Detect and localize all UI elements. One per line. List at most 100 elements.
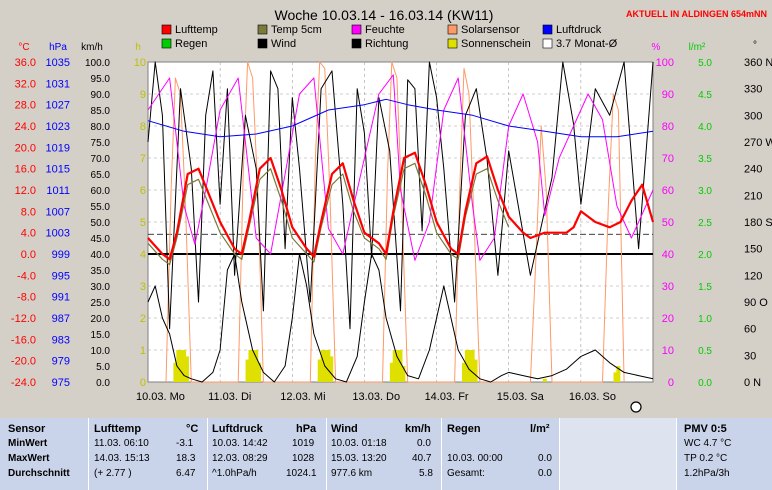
avg-wind-value: 5.8 xyxy=(419,468,433,479)
x-label: 16.03. So xyxy=(569,391,616,403)
sunshine-bar xyxy=(179,350,184,382)
axis-tick-pressure: 987 xyxy=(52,313,70,325)
axis-tick-wind_speed: 75.0 xyxy=(91,138,111,149)
axis-tick-wind_speed: 85.0 xyxy=(91,106,111,117)
x-label: 11.03. Di xyxy=(208,391,251,403)
axis-tick-humidity: 20 xyxy=(662,313,674,325)
axis-tick-sun_hours: 10 xyxy=(134,57,146,69)
sunshine-bar xyxy=(251,350,256,382)
unit-wind: km/h xyxy=(81,42,103,53)
min-pressure-value: 1019 xyxy=(292,438,315,449)
axis-tick-pressure: 1027 xyxy=(46,100,70,112)
axis-tick-rain: 1.5 xyxy=(698,282,712,293)
axis-tick-wind_speed: 5.0 xyxy=(96,362,110,373)
unit-temp: °C xyxy=(18,42,29,53)
axis-tick-temp: 32.0 xyxy=(15,78,36,90)
panel-pmv xyxy=(676,418,772,490)
legend-swatch xyxy=(351,38,362,49)
axis-tick-direction: 120 xyxy=(744,270,762,282)
axis-tick-rain: 4.0 xyxy=(698,122,712,133)
axis-tick-humidity: 90 xyxy=(662,89,674,101)
axis-tick-wind_speed: 30.0 xyxy=(91,282,111,293)
axis-tick-wind_speed: 95.0 xyxy=(91,74,111,85)
row-label-avg: Durchschnitt xyxy=(8,468,70,479)
axis-tick-direction: 330 xyxy=(744,84,762,96)
legend-label: Lufttemp xyxy=(175,24,218,36)
axis-tick-wind_speed: 60.0 xyxy=(91,186,111,197)
axis-tick-temp: 28.0 xyxy=(15,100,36,112)
axis-tick-rain: 0.5 xyxy=(698,346,712,357)
axis-tick-rain: 3.5 xyxy=(698,154,712,165)
axis-tick-temp: 24.0 xyxy=(15,121,36,133)
legend: Lufttemp Temp 5cm Feuchte Solarsensor Luftdr… xyxy=(161,24,618,50)
rain-total-label: Gesamt: xyxy=(447,468,485,479)
sunshine-bar xyxy=(398,350,403,382)
panel-wind xyxy=(326,418,441,490)
sunshine-bar xyxy=(613,372,618,382)
axis-tick-temp: 20.0 xyxy=(15,142,36,154)
x-axis-labels: 10.03. Mo 11.03. Di 12.03. Mi 13.03. Do 14.0… xyxy=(136,391,616,403)
current-time-marker xyxy=(630,401,642,413)
statistics-table: Sensor Lufttemp °C Luftdruck hPa Wind km… xyxy=(0,418,772,490)
legend-label: Wind xyxy=(271,38,296,50)
axis-tick-sun_hours: 4 xyxy=(140,249,146,261)
axis-tick-pressure: 975 xyxy=(52,377,70,389)
axis-tick-temp: 36.0 xyxy=(15,57,36,69)
sunshine-bar xyxy=(176,350,181,382)
legend-swatch xyxy=(447,24,458,35)
header-luftdruck-unit: hPa xyxy=(296,423,317,435)
grid xyxy=(148,62,653,382)
sunshine-bar xyxy=(389,362,394,382)
axis-tick-temp: 8.0 xyxy=(21,206,36,218)
axis-tick-wind_speed: 40.0 xyxy=(91,250,111,261)
axis-tick-rain: 2.0 xyxy=(698,250,712,261)
axis-tick-wind_speed: 20.0 xyxy=(91,314,111,325)
pressure-trend: ^1.0hPa/h xyxy=(212,468,257,479)
sunshine-bar xyxy=(257,362,262,382)
axis-tick-humidity: 0 xyxy=(668,377,674,389)
axis-tick-humidity: 40 xyxy=(662,249,674,261)
axis-tick-rain: 3.0 xyxy=(698,186,712,197)
sunshine-bar xyxy=(320,350,325,382)
axis-tick-temp: -20.0 xyxy=(11,356,36,368)
sunshine-bar xyxy=(392,350,397,382)
panel-luftdruck xyxy=(207,418,326,490)
axis-unit-labels: °C hPa km/h h% l/m² ° xyxy=(18,40,757,53)
header-regen: Regen xyxy=(447,423,481,435)
sunshine-bar xyxy=(173,362,178,382)
panel-sensor xyxy=(0,418,88,490)
x-label: 14.03. Fr xyxy=(425,391,469,403)
weather-chart: Woche 10.03.14 - 16.03.14 (KW11) AKTUELL… xyxy=(10,7,772,413)
axis-tick-wind_speed: 45.0 xyxy=(91,234,111,245)
axis-tick-wind_speed: 70.0 xyxy=(91,154,111,165)
sunshine-bar xyxy=(184,356,189,382)
header-pmv: PMV 0:5 xyxy=(684,423,727,435)
axis-tick-rain: 2.5 xyxy=(698,218,712,229)
sunshine-bar xyxy=(616,366,621,382)
axis-tick-temp: -12.0 xyxy=(11,313,36,325)
axis-tick-rain: 1.0 xyxy=(698,314,712,325)
axis-tick-sun_hours: 7 xyxy=(140,153,146,165)
legend-label: Richtung xyxy=(365,38,408,50)
legend-swatch xyxy=(542,24,553,35)
legend-label: Luftdruck xyxy=(556,24,602,36)
legend-label: Feuchte xyxy=(365,24,405,36)
axis-tick-temp: 0.0 xyxy=(21,249,36,261)
axis-tick-wind_speed: 25.0 xyxy=(91,298,111,309)
axis-tick-humidity: 60 xyxy=(662,185,674,197)
sunshine-bar xyxy=(248,350,253,382)
sunshine-bar xyxy=(317,359,322,382)
sunshine-bar xyxy=(329,356,334,382)
max-wind-value: 40.7 xyxy=(412,453,432,464)
axis-tick-wind_speed: 80.0 xyxy=(91,122,111,133)
max-pressure-time: 12.03. 08:29 xyxy=(212,453,268,464)
axis-tick-temp: -16.0 xyxy=(11,334,36,346)
axis-tick-rain: 5.0 xyxy=(698,58,712,69)
row-label-max: MaxWert xyxy=(8,453,50,464)
unit-pressure: hPa xyxy=(49,42,67,53)
sunshine-bar xyxy=(467,350,472,382)
axis-tick-temp: -4.0 xyxy=(17,270,36,282)
axis-tick-temp: -24.0 xyxy=(11,377,36,389)
sunshine-bar xyxy=(323,350,328,382)
series-line-feuchte xyxy=(147,74,654,261)
